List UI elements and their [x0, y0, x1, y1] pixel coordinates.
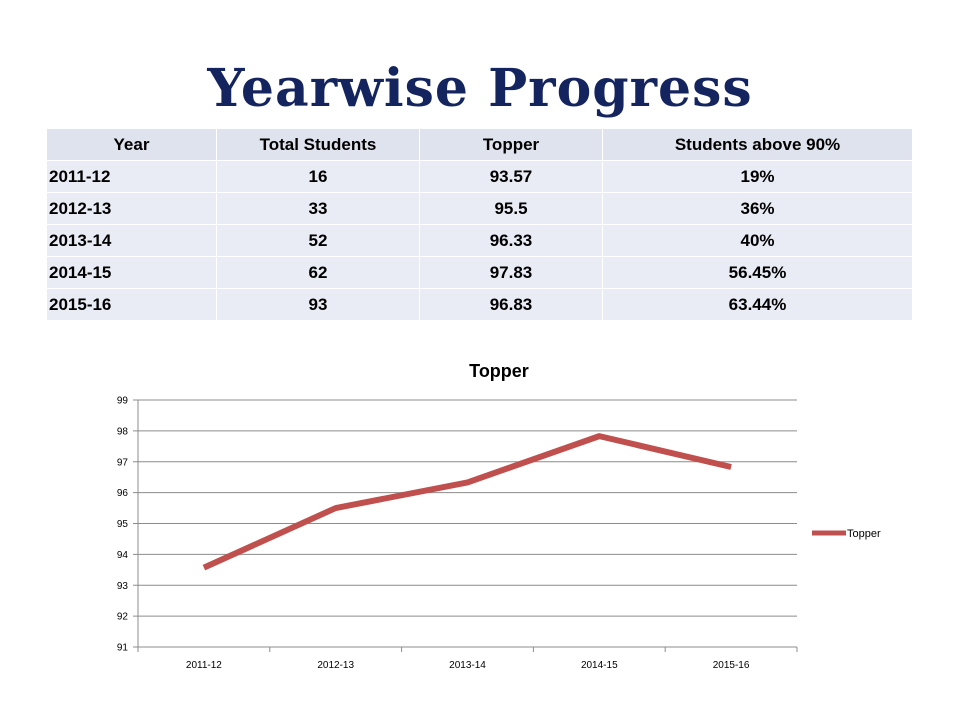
table-header-row: Year Total Students Topper Students abov… [47, 129, 913, 161]
chart-legend: Topper [812, 528, 881, 540]
cell-students-above-90: 19% [603, 161, 913, 193]
y-tick-label: 92 [117, 612, 129, 623]
cell-students-above-90: 36% [603, 193, 913, 225]
y-tick-label: 95 [117, 519, 129, 530]
y-tick-label: 93 [117, 581, 129, 592]
header-topper: Topper [420, 129, 603, 161]
y-tick-label: 97 [117, 457, 129, 468]
cell-year: 2014-15 [47, 257, 217, 289]
legend-label: Topper [847, 528, 881, 540]
x-tick-label: 2013-14 [449, 660, 486, 671]
chart-title: Topper [469, 361, 529, 381]
x-tick-label: 2015-16 [713, 660, 750, 671]
chart-gridlines [138, 400, 797, 647]
table-row: 2013-14 52 96.33 40% [47, 225, 913, 257]
header-total-students: Total Students [217, 129, 420, 161]
y-tick-label: 98 [117, 426, 129, 437]
table-row: 2012-13 33 95.5 36% [47, 193, 913, 225]
cell-students-above-90: 40% [603, 225, 913, 257]
x-tick-label: 2011-12 [186, 660, 222, 671]
chart-series [204, 436, 731, 568]
table-row: 2014-15 62 97.83 56.45% [47, 257, 913, 289]
table-row: 2011-12 16 93.57 19% [47, 161, 913, 193]
cell-students-above-90: 56.45% [603, 257, 913, 289]
y-tick-label: 99 [117, 396, 129, 407]
y-tick-label: 94 [117, 550, 129, 561]
chart-axes: 91 92 93 94 95 96 97 98 99 2011-12 2012-13 2013-14 2… [117, 396, 797, 672]
cell-year: 2015-16 [47, 289, 217, 321]
cell-topper: 97.83 [420, 257, 603, 289]
cell-total-students: 93 [217, 289, 420, 321]
y-tick-label: 96 [117, 488, 129, 499]
series-line-topper [204, 436, 731, 568]
header-students-above-90: Students above 90% [603, 129, 913, 161]
topper-chart: Topper 91 92 93 94 95 96 97 98 99 2011-12 2012-13 2… [0, 350, 960, 720]
cell-topper: 95.5 [420, 193, 603, 225]
x-tick-label: 2014-15 [581, 660, 618, 671]
page-title: Yearwise Progress [0, 58, 960, 119]
chart-svg: Topper 91 92 93 94 95 96 97 98 99 2011-12 2012-13 2… [0, 350, 960, 720]
cell-total-students: 52 [217, 225, 420, 257]
cell-topper: 93.57 [420, 161, 603, 193]
cell-total-students: 16 [217, 161, 420, 193]
y-tick-label: 91 [117, 643, 129, 654]
x-tick-label: 2012-13 [317, 660, 354, 671]
cell-total-students: 33 [217, 193, 420, 225]
cell-topper: 96.83 [420, 289, 603, 321]
table-row: 2015-16 93 96.83 63.44% [47, 289, 913, 321]
cell-total-students: 62 [217, 257, 420, 289]
cell-year: 2013-14 [47, 225, 217, 257]
cell-topper: 96.33 [420, 225, 603, 257]
cell-year: 2012-13 [47, 193, 217, 225]
header-year: Year [47, 129, 217, 161]
cell-year: 2011-12 [47, 161, 217, 193]
progress-table: Year Total Students Topper Students abov… [46, 128, 913, 321]
cell-students-above-90: 63.44% [603, 289, 913, 321]
